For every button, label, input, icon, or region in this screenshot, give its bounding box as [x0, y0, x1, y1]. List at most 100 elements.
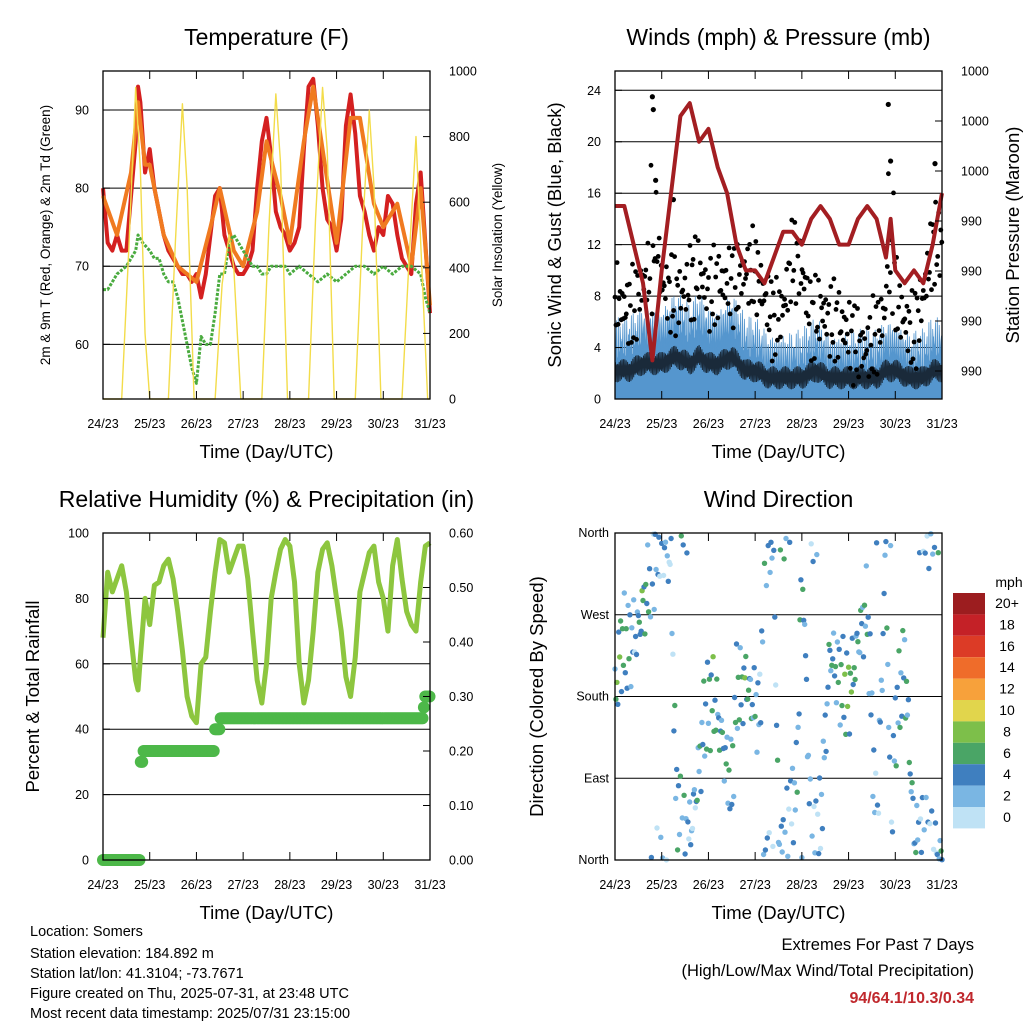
gust-point [909, 288, 915, 293]
gust-point [846, 299, 852, 305]
legend-swatch [953, 721, 985, 743]
chart-0-ylabel: 2m & 9m T (Red, Orange) & 2m Td (Green) [38, 105, 53, 365]
direction-point [658, 834, 664, 840]
direction-point [770, 843, 776, 850]
direction-point [930, 846, 937, 852]
gust-point [701, 271, 706, 276]
direction-point [615, 701, 621, 707]
chart-2-xtick: 25/23 [134, 878, 165, 892]
chart-2-y2tick: 0.20 [449, 745, 473, 759]
gust-point [924, 293, 929, 299]
direction-point [783, 535, 789, 542]
chart-1-ytick: 12 [587, 238, 601, 252]
direction-point [661, 545, 668, 551]
direction-point [689, 825, 696, 832]
legend-swatch [953, 807, 985, 829]
legend-swatch [953, 700, 985, 722]
direction-point [631, 597, 637, 603]
direction-point [628, 683, 634, 690]
gust-point [681, 294, 687, 299]
direction-point [677, 773, 684, 779]
gust-point [682, 275, 688, 281]
gust-point [862, 336, 868, 341]
gust-point [709, 299, 714, 305]
gust-point [769, 358, 775, 364]
gust-point [716, 253, 722, 259]
direction-point [827, 647, 833, 653]
direction-point [898, 670, 904, 676]
chart-2-ytick: 40 [75, 723, 89, 737]
direction-point [935, 550, 941, 556]
gust-point [874, 371, 880, 377]
gust-point [821, 300, 826, 306]
gust-point [839, 309, 845, 315]
chart-1-xtick: 26/23 [693, 417, 724, 431]
direction-point [892, 695, 898, 701]
gust-point [902, 316, 908, 322]
gust-point [646, 289, 652, 295]
gust-point [737, 272, 742, 277]
direction-point [791, 780, 798, 786]
gust-point [776, 317, 781, 322]
direction-point [906, 759, 912, 766]
legend-swatch [953, 635, 985, 658]
direction-point [651, 606, 657, 613]
gust-point [694, 286, 700, 292]
direction-point [802, 621, 808, 628]
gust-point [796, 291, 802, 296]
direction-point [888, 819, 895, 825]
chart-1-xtick: 24/23 [599, 417, 630, 431]
gust-point [665, 316, 670, 321]
direction-point [817, 845, 824, 852]
gust-point [906, 308, 912, 314]
chart-3-xtick: 28/23 [786, 878, 817, 892]
legend-label: 2 [1003, 788, 1011, 804]
chart-3-series-0-points [612, 531, 945, 863]
chart-1-ylabel: Sonic Wind & Gust (Blue, Black) [544, 102, 565, 367]
chart-3-ytick: South [576, 690, 609, 704]
direction-point [781, 556, 787, 562]
chart-2-y2tick: 0.00 [449, 854, 473, 868]
precip-point [213, 723, 226, 736]
chart-2-xtick: 26/23 [181, 878, 212, 892]
gust-point [711, 242, 717, 248]
legend-swatch [953, 614, 985, 636]
direction-point [701, 678, 707, 684]
gust-point [927, 270, 932, 275]
gust-point [695, 238, 701, 244]
gust-point [823, 297, 829, 303]
gust-point [877, 340, 883, 345]
direction-point [833, 700, 840, 706]
direction-point [922, 550, 928, 556]
legend-label: 8 [1003, 723, 1011, 739]
direction-point [684, 550, 690, 556]
gust-point [934, 262, 940, 267]
chart-0-xlabel: Time (Day/UTC) [200, 441, 334, 462]
direction-point [731, 793, 737, 800]
gust-point [883, 283, 889, 289]
gust-point [856, 374, 861, 380]
gust-point [627, 281, 632, 287]
gust-point [785, 307, 791, 313]
direction-point [736, 717, 742, 723]
direction-point [878, 677, 884, 683]
direction-point [698, 788, 704, 795]
gust-point [763, 291, 769, 296]
direction-point [709, 708, 715, 714]
gust-point [878, 296, 884, 302]
gust-point [726, 245, 732, 251]
gust-peak-point [932, 161, 938, 167]
chart-2-xtick: 24/23 [87, 878, 118, 892]
gust-point [674, 276, 680, 282]
extremes-subtitle: (High/Low/Max Wind/Total Precipitation) [681, 962, 974, 980]
direction-point [722, 745, 728, 751]
gust-point [824, 331, 830, 337]
direction-point [633, 651, 640, 658]
direction-point [700, 741, 706, 748]
chart-3-ytick: East [584, 771, 610, 785]
gust-point [704, 306, 709, 312]
gust-point [758, 262, 764, 268]
legend-swatch [953, 764, 985, 786]
gust-point [628, 303, 633, 308]
direction-point [664, 553, 670, 559]
